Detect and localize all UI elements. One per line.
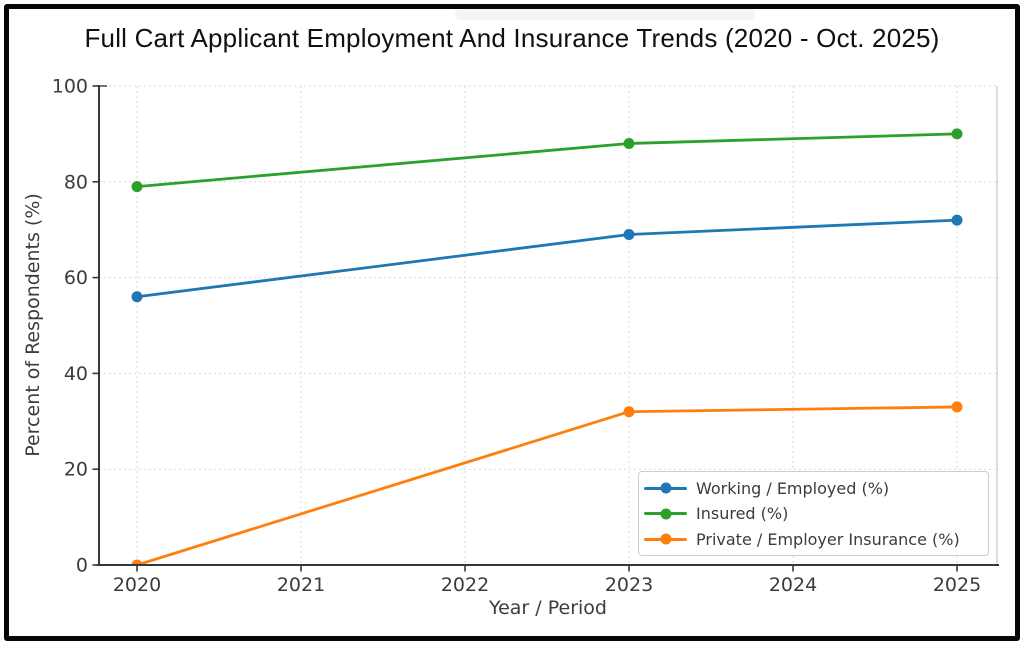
data-point-marker bbox=[623, 137, 635, 149]
y-tick-label: 40 bbox=[64, 363, 88, 385]
y-tick-label: 80 bbox=[64, 171, 88, 193]
legend-item-private-employer-insurance: Private / Employer Insurance (%) bbox=[644, 527, 982, 552]
x-tick-label: 2023 bbox=[605, 574, 653, 596]
x-tick-label: 2025 bbox=[933, 574, 981, 596]
x-axis-label: Year / Period bbox=[489, 597, 607, 619]
series-line bbox=[135, 218, 959, 299]
legend-label: Insured (%) bbox=[696, 504, 789, 523]
series-line bbox=[135, 132, 959, 188]
data-point-marker bbox=[951, 128, 963, 140]
data-point-marker bbox=[623, 228, 635, 240]
chart-title: Full Cart Applicant Employment And Insur… bbox=[84, 23, 940, 53]
y-tick-label: 100 bbox=[52, 76, 88, 98]
data-point-marker bbox=[131, 291, 143, 303]
x-tick-label: 2022 bbox=[441, 574, 489, 596]
legend-line-marker-icon bbox=[644, 533, 687, 545]
legend-line-marker-icon bbox=[644, 482, 687, 494]
series-1 bbox=[131, 128, 963, 193]
chart-legend: Working / Employed (%) Insured (%) Priva… bbox=[638, 471, 989, 556]
screenshot-artifact bbox=[455, 8, 755, 20]
y-tick-label: 60 bbox=[64, 267, 88, 289]
y-tick-label: 0 bbox=[76, 555, 88, 577]
y-tick-label: 20 bbox=[64, 459, 88, 481]
x-tick-label: 2024 bbox=[769, 574, 817, 596]
tick-labels: 2020 2021 2022 2023 2024 2025 0 20 40 60 80 100 bbox=[52, 76, 981, 597]
y-axis-label: Percent of Respondents (%) bbox=[22, 193, 44, 457]
legend-line-marker-icon bbox=[644, 508, 687, 520]
legend-label: Working / Employed (%) bbox=[696, 478, 890, 498]
data-point-marker bbox=[951, 214, 963, 226]
x-tick-label: 2020 bbox=[113, 574, 161, 596]
series-group bbox=[131, 128, 963, 566]
legend-item-working-employed: Working / Employed (%) bbox=[644, 476, 982, 501]
data-point-marker bbox=[131, 181, 143, 193]
legend-item-insured: Insured (%) bbox=[644, 501, 982, 526]
legend-label: Private / Employer Insurance (%) bbox=[696, 529, 960, 549]
series-0 bbox=[131, 214, 963, 303]
data-point-marker bbox=[623, 406, 635, 418]
x-tick-label: 2021 bbox=[277, 574, 325, 596]
data-point-marker bbox=[951, 401, 963, 413]
ticks bbox=[92, 85, 958, 572]
